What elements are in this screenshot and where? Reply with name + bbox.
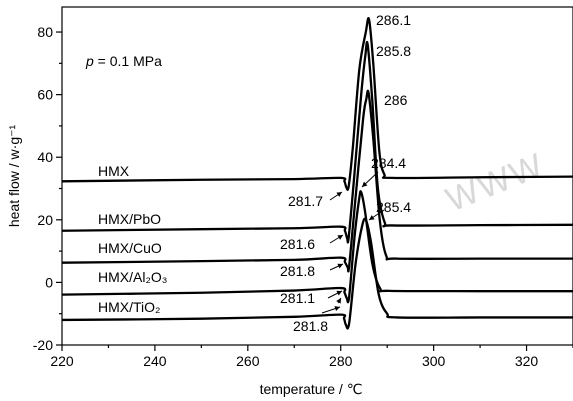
condition-label: p = 0.1 MPa <box>85 53 162 69</box>
watermark: WWW <box>441 146 550 220</box>
series-label-hmx-pbo: HMX/PbO <box>98 211 161 227</box>
peak-label-hmx-tio2: 285.4 <box>376 199 411 215</box>
x-tick-label: 240 <box>143 353 167 369</box>
y-tick-label: 0 <box>45 274 53 290</box>
x-tick-label: 220 <box>50 353 74 369</box>
y-tick-label: 60 <box>37 87 53 103</box>
peak-label-hmx-cuo: 286 <box>384 92 408 108</box>
plot-frame <box>61 6 573 346</box>
onset-label-hmx-cuo: 281.8 <box>280 263 315 279</box>
onset-label-hmx-al2o3: 281.1 <box>280 290 315 306</box>
onset-label-hmx-pbo: 281.6 <box>280 236 315 252</box>
y-axis-title: heat flow / w·g⁻¹ <box>6 125 22 228</box>
condition-symbol: p <box>85 53 94 69</box>
x-tick-label: 300 <box>422 353 446 369</box>
annotation-arrowhead <box>334 306 340 312</box>
annotation-arrowhead <box>336 298 341 304</box>
series-line-2 <box>62 89 573 273</box>
series-label-hmx: HMX <box>98 163 130 179</box>
y-tick-label: 20 <box>37 212 53 228</box>
peak-label-hmx-pbo: 285.8 <box>376 43 411 59</box>
annotation-arrowhead <box>336 290 342 296</box>
onset-label-hmx: 281.7 <box>288 193 323 209</box>
series-label-hmx-cuo: HMX/CuO <box>98 240 162 256</box>
series-label-hmx-al2o3: HMX/Al₂O₃ <box>98 269 167 285</box>
x-tick-label: 280 <box>329 353 353 369</box>
series-label-hmx-tio2: HMX/TiO₂ <box>98 299 160 315</box>
peak-label-hmx: 286.1 <box>376 12 411 28</box>
y-axis: -20 0 20 40 60 80 <box>33 24 62 353</box>
series-line-3 <box>62 190 573 304</box>
series-lines <box>62 17 573 330</box>
onset-label-hmx-tio2: 281.8 <box>293 318 328 334</box>
peak-label-hmx-al2o3: 284.4 <box>371 155 406 171</box>
annotation-arrowhead <box>362 181 368 187</box>
annotation-arrowhead <box>336 192 342 197</box>
annotation-arrows <box>321 171 385 314</box>
x-tick-label: 320 <box>515 353 539 369</box>
y-tick-label: 80 <box>37 24 53 40</box>
series-line-4 <box>62 217 573 330</box>
series-line-1 <box>62 40 573 244</box>
annotation-arrowhead <box>337 235 343 240</box>
series-line-0 <box>62 17 573 191</box>
condition-value: = 0.1 MPa <box>94 53 162 69</box>
annotation-arrowhead <box>337 263 343 269</box>
x-tick-label: 260 <box>236 353 260 369</box>
x-axis-title: temperature / ℃ <box>260 381 363 397</box>
annotation-arrowhead <box>369 215 375 220</box>
y-tick-label: 40 <box>37 149 53 165</box>
x-axis: 220 240 260 280 300 320 <box>50 345 573 369</box>
y-tick-label: -20 <box>33 337 53 353</box>
